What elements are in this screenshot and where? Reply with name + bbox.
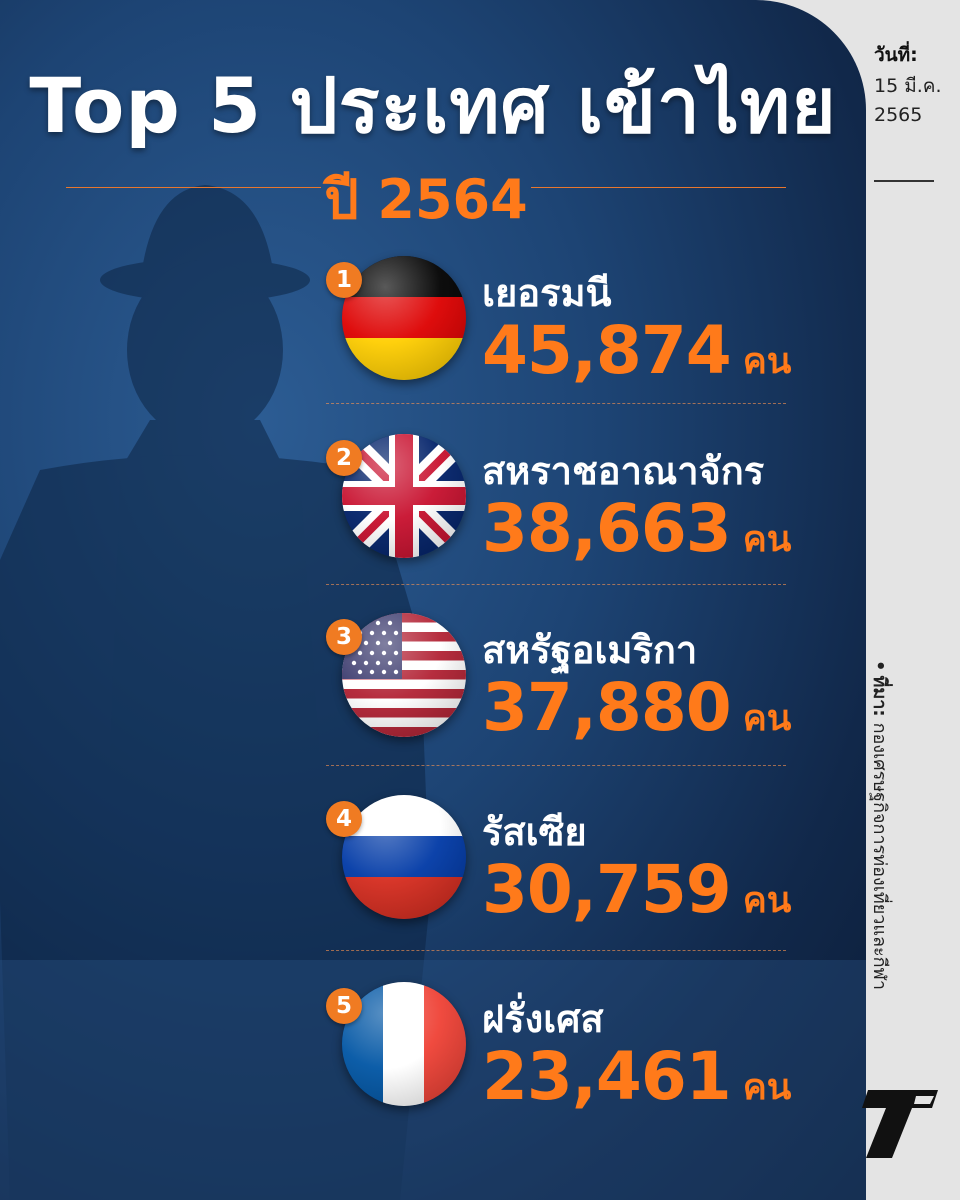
rank-badge: 4	[326, 801, 362, 837]
visitor-count-row: 37,880 คน	[482, 669, 791, 746]
visitor-count: 38,663	[482, 490, 732, 567]
date-value: 15 มี.ค. 2565	[874, 75, 942, 126]
country-entry-france: 5 ฝรั่งเศส 23,461 คน	[326, 982, 791, 1132]
source-credit: • ที่มา: กองเศรษฐกิจการท่องเที่ยวและกีฬา	[866, 660, 895, 990]
source-label: ที่มา:	[869, 675, 890, 717]
unit-label: คน	[742, 341, 792, 382]
visitor-count-row: 38,663 คน	[482, 490, 791, 567]
visitor-count: 37,880	[482, 669, 732, 746]
visitor-count-row: 23,461 คน	[482, 1038, 791, 1115]
subtitle-divider-right	[531, 187, 786, 188]
unit-label: คน	[742, 1067, 792, 1108]
entry-divider	[326, 584, 786, 585]
visitor-count-row: 45,874 คน	[482, 312, 791, 389]
date-label: วันที่:	[874, 44, 918, 66]
country-name: สหรัฐอเมริกา	[482, 628, 698, 672]
subtitle-row: ปี 2564	[66, 156, 786, 231]
subtitle-divider-left	[66, 187, 321, 188]
main-panel: Top 5 ประเทศ เข้าไทย ปี 2564 1 เยอรมนี 4…	[0, 0, 866, 1200]
page-title: Top 5 ประเทศ เข้าไทย	[29, 61, 837, 150]
bullet-icon: •	[869, 660, 890, 672]
entry-divider	[326, 765, 786, 766]
country-name: รัสเซีย	[482, 810, 587, 854]
thairath-t-logo-icon	[862, 1090, 938, 1158]
entry-divider	[326, 950, 786, 951]
visitor-count: 45,874	[482, 312, 732, 389]
country-entry-russia: 4 รัสเซีย 30,759 คน	[326, 795, 791, 945]
date-divider	[874, 180, 934, 182]
unit-label: คน	[742, 880, 792, 921]
country-entry-germany: 1 เยอรมนี 45,874 คน	[326, 256, 791, 406]
unit-label: คน	[742, 698, 792, 739]
visitor-count-row: 30,759 คน	[482, 851, 791, 928]
country-entry-uk: 2 สหราชอาณาจักร 38,663 คน	[326, 434, 791, 584]
visitor-count: 23,461	[482, 1038, 732, 1115]
country-name: เยอรมนี	[482, 271, 612, 315]
rank-badge: 1	[326, 262, 362, 298]
visitor-count: 30,759	[482, 851, 732, 928]
rank-badge: 5	[326, 988, 362, 1024]
entry-divider	[326, 403, 786, 404]
country-name: สหราชอาณาจักร	[482, 449, 765, 493]
country-entry-usa: 3 สหรัฐอเมริกา 37,880 คน	[326, 613, 791, 763]
subtitle-year: ปี 2564	[324, 168, 528, 231]
source-value: กองเศรษฐกิจการท่องเที่ยวและกีฬา	[869, 722, 890, 990]
unit-label: คน	[742, 519, 792, 560]
rank-badge: 2	[326, 440, 362, 476]
country-name: ฝรั่งเศส	[482, 997, 604, 1041]
rank-badge: 3	[326, 619, 362, 655]
